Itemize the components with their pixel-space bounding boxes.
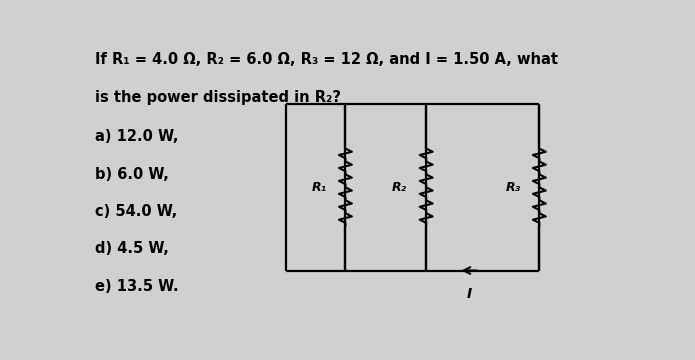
Text: If R₁ = 4.0 Ω, R₂ = 6.0 Ω, R₃ = 12 Ω, and I = 1.50 A, what: If R₁ = 4.0 Ω, R₂ = 6.0 Ω, R₃ = 12 Ω, an… [95,51,558,67]
Text: d) 4.5 W,: d) 4.5 W, [95,242,169,256]
Text: R₃: R₃ [505,181,521,194]
Text: b) 6.0 W,: b) 6.0 W, [95,167,169,181]
Text: e) 13.5 W.: e) 13.5 W. [95,279,179,294]
Text: is the power dissipated in R₂?: is the power dissipated in R₂? [95,90,341,105]
Text: a) 12.0 W,: a) 12.0 W, [95,129,179,144]
Text: c) 54.0 W,: c) 54.0 W, [95,204,177,219]
Text: R₂: R₂ [392,181,407,194]
Text: I: I [467,287,472,301]
Text: R₁: R₁ [311,181,327,194]
